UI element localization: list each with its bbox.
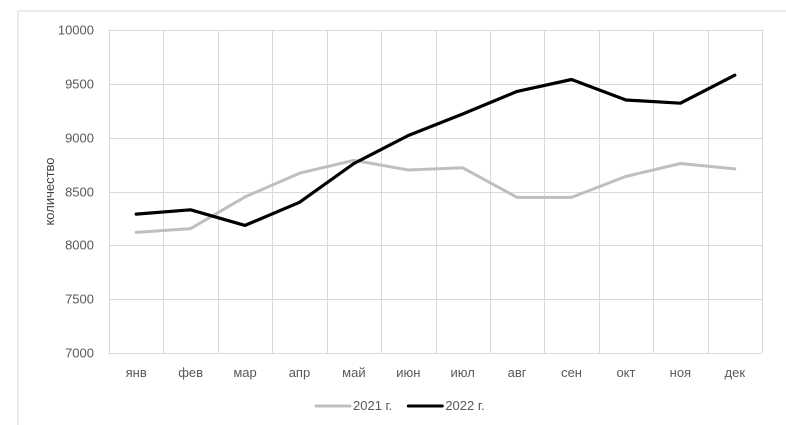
x-tick-label: апр (289, 365, 311, 380)
series-lines (134, 73, 737, 234)
x-tick-label: май (342, 365, 365, 380)
y-tick-label: 9500 (65, 77, 94, 92)
legend-label-1: 2021 г. (353, 398, 392, 413)
y-tick-label: 7500 (65, 292, 94, 307)
y-tick-label: 8000 (65, 238, 94, 253)
x-tick-label: авг (508, 365, 527, 380)
x-tick-label: окт (616, 365, 635, 380)
x-tick-label: ноя (670, 365, 691, 380)
series-line-1 (134, 158, 737, 234)
series-line-2 (134, 73, 737, 227)
x-tick-label: мар (233, 365, 256, 380)
y-tick-label: 9000 (65, 131, 94, 146)
legend-label-2: 2022 г. (445, 398, 484, 413)
y-tick-label: 7000 (65, 346, 94, 361)
y-axis-title: количество (42, 157, 57, 225)
gridlines (109, 30, 763, 353)
x-tick-label: дек (725, 365, 746, 380)
x-tick-label: фев (178, 365, 203, 380)
y-tick-label: 10000 (58, 23, 94, 38)
legend: 2021 г. 2022 г. (314, 398, 485, 413)
x-tick-labels: янв фев мар апр май июн июл авг сен окт ноя дек (126, 365, 746, 380)
y-tick-labels: 7000 7500 8000 8500 9000 9500 10000 (58, 23, 94, 361)
x-tick-label: июл (451, 365, 475, 380)
x-tick-label: июн (396, 365, 420, 380)
x-tick-label: сен (561, 365, 582, 380)
y-tick-label: 8500 (65, 185, 94, 200)
x-tick-label: янв (126, 365, 147, 380)
